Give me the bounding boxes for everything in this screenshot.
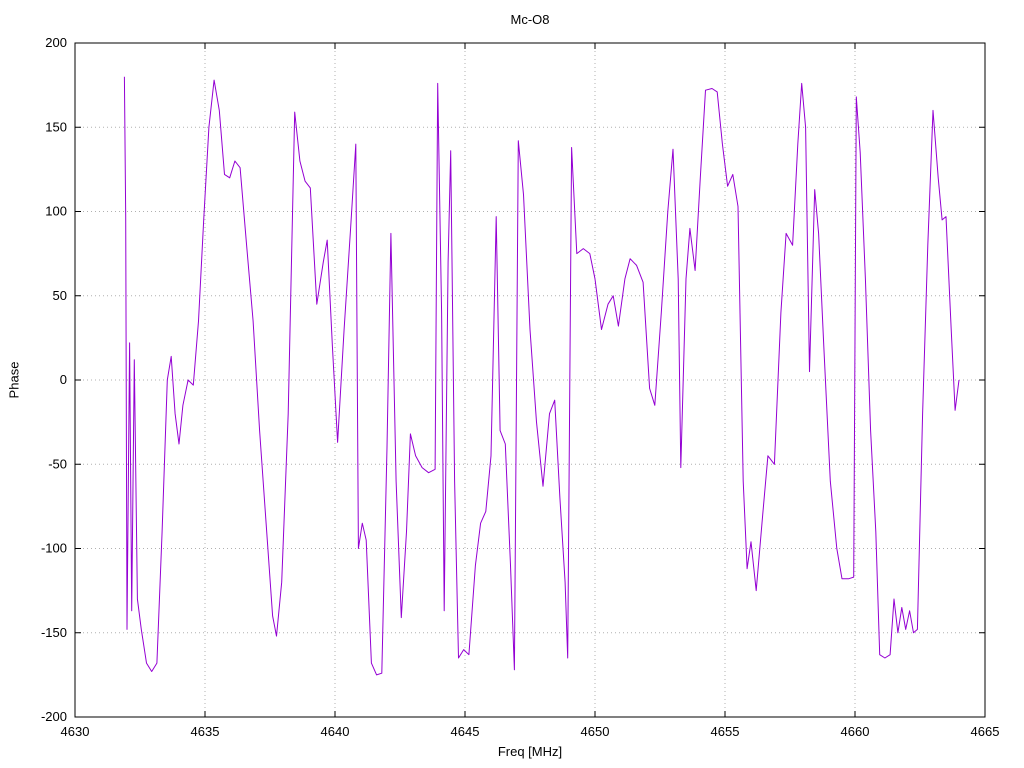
x-tick-label: 4630: [61, 724, 90, 739]
y-tick-label: 100: [45, 204, 67, 219]
y-tick-label: 50: [53, 288, 67, 303]
x-axis-label: Freq [MHz]: [497, 744, 563, 759]
x-tick-label: 4650: [581, 724, 610, 739]
plot-border: [74, 42, 986, 718]
y-tick-label: -100: [41, 541, 67, 556]
phase-series-line: [123, 76, 960, 676]
y-tick-label: 0: [60, 372, 67, 387]
y-tick-label: -150: [41, 625, 67, 640]
y-tick-label: -50: [48, 456, 67, 471]
x-tick-label: 4645: [451, 724, 480, 739]
x-tick-label: 4635: [191, 724, 220, 739]
y-tick-label: -200: [41, 709, 67, 724]
y-tick-label: 200: [45, 35, 67, 50]
x-tick-label: 4660: [841, 724, 870, 739]
x-tick-label: 4655: [711, 724, 740, 739]
chart-title: Mc-O8: [510, 12, 550, 27]
x-tick-label: 4665: [971, 724, 1000, 739]
x-tick-label: 4640: [321, 724, 350, 739]
y-tick-label: 150: [45, 119, 67, 134]
